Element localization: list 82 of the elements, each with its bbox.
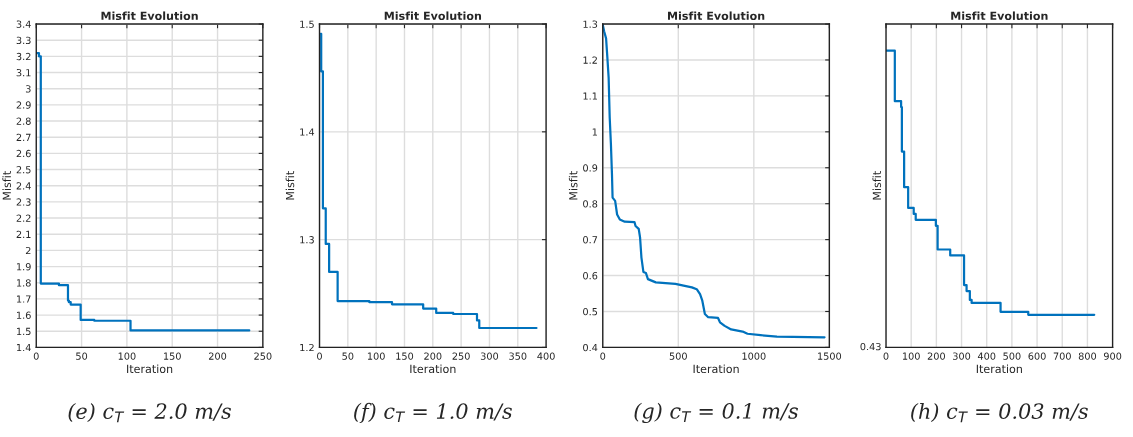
x-tick-label: 0	[33, 352, 39, 360]
y-tick-label: 1.3	[300, 236, 314, 244]
x-tick-label: 400	[977, 352, 996, 360]
x-axis-title: Iteration	[693, 364, 739, 374]
x-tick-label: 200	[424, 352, 442, 360]
y-tick-label: 1.4	[300, 128, 315, 136]
y-tick-label: 0.8	[583, 200, 598, 208]
x-tick-label: 100	[902, 352, 920, 360]
line-series	[602, 24, 826, 339]
x-tick-label: 900	[1103, 352, 1122, 360]
x-tick-label: 50	[76, 352, 88, 360]
x-tick-label: 200	[208, 352, 227, 360]
y-tick-label: 2.7	[16, 133, 31, 141]
y-tick-label: 1.9	[17, 263, 31, 271]
text: (h) c$_{T}$ = 0.03 m/s	[911, 402, 1088, 423]
x-tick-label: 200	[927, 352, 945, 360]
y-tick-label: 0.9	[583, 164, 598, 172]
y-tick-label: 0.6	[583, 272, 598, 280]
y-axis-title: Misfit	[285, 171, 295, 200]
x-tick-label: 300	[480, 352, 499, 360]
y-tick-label: 3	[25, 85, 31, 93]
y-tick-label: 3.1	[16, 69, 31, 77]
chart-title: Misfit Evolution	[951, 11, 1048, 21]
x-axis-title: Iteration	[976, 364, 1022, 374]
text: (f) c$_{T}$ = 1.0 m/s	[354, 402, 512, 424]
x-tick-label: 150	[396, 352, 414, 360]
x-tick-label: 100	[118, 352, 136, 360]
x-tick-label: 1000	[742, 352, 766, 360]
x-tick-label: 1500	[818, 352, 842, 360]
chart-title: Misfit Evolution	[101, 11, 198, 21]
text: (e) c$_{T}$ = 2.0 m/s	[68, 402, 232, 423]
y-tick-label: 1.5	[300, 20, 314, 28]
y-axis-title: Misfit	[568, 171, 578, 200]
y-tick-label: 2.6	[16, 149, 31, 158]
y-tick-label: 1.1	[583, 92, 597, 100]
x-tick-label: 700	[1053, 352, 1071, 360]
y-tick-label: 1.6	[17, 311, 31, 319]
y-tick-label: 1.3	[583, 20, 598, 28]
y-tick-label: 0.4	[583, 343, 598, 352]
y-tick-label: 2.2	[16, 214, 31, 222]
y-tick-label: 1.4	[17, 344, 31, 352]
x-tick-label: 400	[537, 352, 555, 360]
y-axis-title: Misfit	[872, 171, 882, 200]
x-tick-label: 300	[953, 352, 971, 360]
y-tick-label: 2.8	[16, 117, 31, 125]
y-tick-label: 3.4	[16, 20, 31, 28]
y-tick-label: 2	[25, 246, 31, 255]
y-tick-label: 1.8	[17, 279, 31, 287]
x-tick-label: 500	[1003, 352, 1021, 360]
x-tick-label: 100	[367, 352, 385, 360]
y-tick-label: 1	[592, 128, 597, 136]
y-tick-label: 0.7	[583, 236, 598, 244]
y-tick-label: 2.4	[16, 182, 31, 190]
y-tick-label: 1.2	[300, 343, 314, 352]
x-tick-label: 0	[883, 352, 889, 360]
x-tick-label: 0	[600, 352, 606, 360]
x-tick-label: 150	[164, 352, 181, 360]
y-tick-label: 1.7	[17, 295, 31, 303]
x-tick-label: 50	[342, 352, 354, 360]
x-axis-title: Iteration	[127, 364, 173, 374]
x-tick-label: 350	[509, 352, 527, 360]
x-tick-label: 500	[669, 352, 687, 360]
x-tick-label: 600	[1028, 352, 1046, 360]
y-tick-label: 2.3	[16, 198, 31, 206]
y-tick-label: 2.9	[16, 101, 31, 109]
text: 0.43	[860, 342, 881, 351]
chart-title: Misfit Evolution	[668, 11, 765, 21]
x-tick-label: 800	[1078, 352, 1097, 360]
y-tick-label: 0.5	[583, 307, 598, 316]
y-tick-label: 1.5	[17, 327, 31, 336]
y-tick-label: 1.2	[583, 56, 597, 64]
text: (g) c$_{T}$ = 0.1 m/s	[634, 402, 799, 424]
y-tick-label: 3.2	[16, 52, 31, 61]
x-axis-title: Iteration	[410, 364, 456, 374]
x-tick-label: 250	[452, 352, 470, 360]
x-tick-label: 0	[317, 352, 322, 360]
y-axis-title: Misfit	[2, 171, 11, 200]
y-tick-label: 2.1	[16, 230, 31, 238]
y-tick-label: 2.5	[16, 166, 31, 174]
x-tick-label: 250	[254, 352, 272, 360]
y-tick-label: 3.3	[16, 36, 31, 45]
chart-title: Misfit Evolution	[384, 11, 482, 21]
